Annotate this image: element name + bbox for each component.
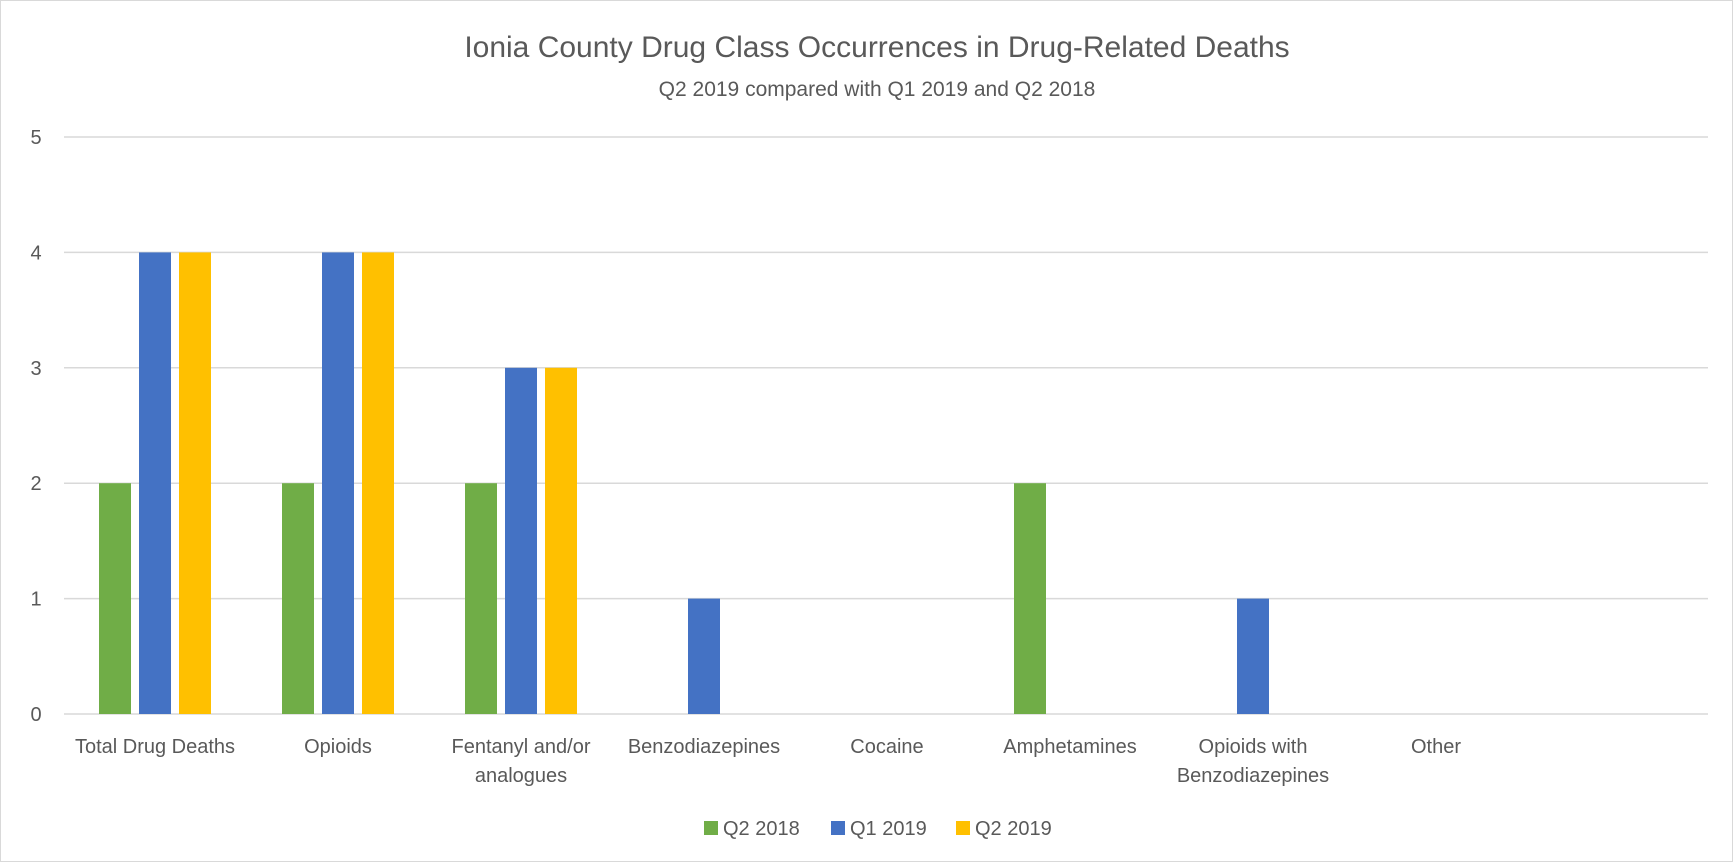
chart-subtitle: Q2 2019 compared with Q1 2019 and Q2 201…: [659, 78, 1096, 101]
x-tick-label: Opioids: [304, 736, 372, 758]
legend-entry: Q2 2019: [956, 818, 1052, 840]
legend-swatch: [704, 821, 718, 835]
legend-swatch: [956, 821, 970, 835]
bar-q2-2018-5: [1014, 483, 1046, 714]
bar-q1-2019-0: [139, 252, 171, 714]
bar-q1-2019-6: [1237, 598, 1269, 714]
legend-label: Q1 2019: [850, 818, 927, 840]
bar-q1-2019-3: [688, 598, 720, 714]
legend-entry: Q1 2019: [831, 818, 927, 840]
legend-entry: Q2 2018: [704, 818, 800, 840]
bar-q1-2019-2: [505, 367, 537, 714]
bars: [99, 252, 1269, 714]
x-tick-label: Other: [1411, 736, 1461, 758]
y-tick-label: 2: [30, 473, 41, 495]
y-tick-label: 5: [30, 127, 41, 149]
legend-swatch: [831, 821, 845, 835]
bar-q2-2018-1: [282, 483, 314, 714]
x-tick-label: Cocaine: [850, 736, 923, 758]
x-tick-label: Fentanyl and/or analogues: [452, 736, 591, 787]
y-tick-label: 0: [30, 704, 41, 726]
legend-label: Q2 2018: [723, 818, 800, 840]
y-tick-label: 1: [30, 589, 41, 611]
y-tick-label: 3: [30, 358, 41, 380]
bar-q2-2018-2: [465, 483, 497, 714]
bar-q2-2019-0: [179, 252, 211, 714]
x-axis-labels: Total Drug Deaths Opioids Fentanyl and/or a…: [75, 736, 1461, 787]
chart-title: Ionia County Drug Class Occurrences in D…: [464, 31, 1289, 64]
bar-q1-2019-1: [322, 252, 354, 714]
bar-q2-2019-2: [545, 367, 577, 714]
bar-q2-2018-0: [99, 483, 131, 714]
x-tick-label: Amphetamines: [1003, 736, 1136, 758]
legend: Q2 2018 Q1 2019 Q2 2019: [704, 818, 1052, 840]
legend-label: Q2 2019: [975, 818, 1052, 840]
x-tick-label: Total Drug Deaths: [75, 736, 235, 758]
x-tick-label: Benzodiazepines: [628, 736, 780, 758]
y-tick-label: 4: [30, 242, 41, 264]
bar-q2-2019-1: [362, 252, 394, 714]
y-axis-ticks: 0 1 2 3 4 5: [30, 127, 41, 726]
x-tick-label: Opioids with Benzodiazepines: [1177, 736, 1329, 787]
